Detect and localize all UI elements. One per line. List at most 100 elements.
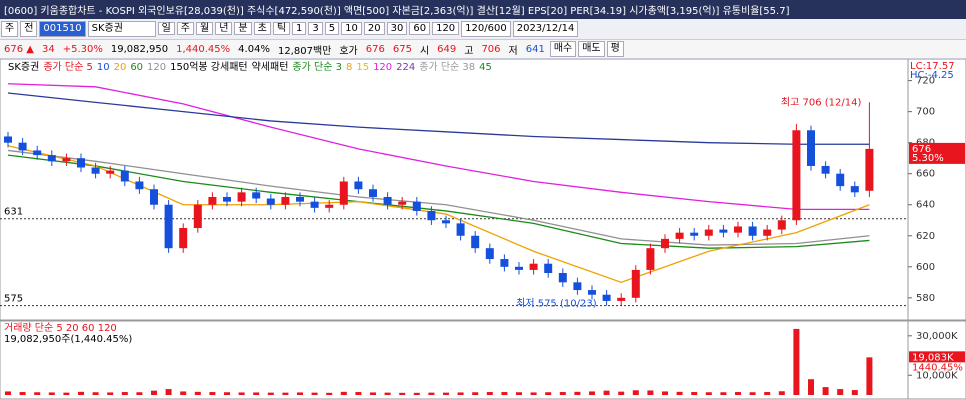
candle-body — [471, 235, 480, 249]
code[interactable]: 001510 — [39, 21, 86, 37]
volume-bar — [238, 392, 245, 395]
period-button[interactable]: 초 — [253, 22, 271, 35]
volume-bar — [340, 391, 347, 395]
candle-body — [588, 290, 596, 295]
period-button[interactable]: 월 — [196, 22, 214, 35]
period-button[interactable]: 주 — [176, 22, 194, 35]
volume-bar — [530, 392, 537, 395]
volume-bar — [501, 392, 508, 395]
candle-body — [602, 294, 611, 301]
info-item: 641 — [525, 43, 545, 55]
interval-button[interactable]: 30 — [386, 22, 408, 35]
period-button[interactable]: 일 — [157, 22, 175, 35]
interval-button[interactable]: 20 — [363, 22, 385, 35]
volume-bar — [486, 392, 493, 395]
volume-bar — [107, 392, 114, 395]
candle-body — [734, 226, 742, 233]
y-tick-label: 660 — [916, 169, 935, 180]
volume-bar — [764, 392, 771, 395]
candle-body — [748, 226, 757, 236]
legend-item: 224 — [396, 62, 415, 73]
candle-body — [836, 173, 845, 187]
info-item[interactable]: 매도 — [578, 41, 605, 57]
interval-button[interactable]: 60 — [409, 22, 431, 35]
period-button[interactable]: 년 — [215, 22, 233, 35]
candle-body — [777, 220, 786, 230]
hc-label: HC:-4.25 — [910, 70, 954, 81]
y-tick-label: 600 — [916, 262, 935, 273]
volume-bar — [735, 392, 741, 395]
candle-body — [252, 192, 261, 199]
interval-button[interactable]: 10 — [341, 22, 362, 35]
candle-body — [369, 189, 377, 197]
volume-summary: 19,082,950주(1,440.45%) — [4, 334, 132, 345]
volume-bar — [355, 392, 362, 395]
legend: SK증권 종가 단순 5 10 20 60 120 150억봉 강세패턴 약세패턴 종가 단순 … — [8, 61, 492, 73]
chart: 580600620640660680700720631575SK증권종가 단순 … — [0, 59, 966, 400]
volume-bar — [253, 392, 260, 395]
period-button[interactable]: 틱 — [272, 22, 291, 35]
title-bar: [0600] 키움종합차트 - KOSPI 외국인보유[28,039(천)] 주… — [0, 0, 966, 19]
period-button[interactable]: 분 — [234, 22, 252, 35]
volume-bar — [19, 392, 26, 395]
volume-bar — [793, 328, 800, 395]
volume-bar — [603, 390, 610, 395]
candle-body — [310, 201, 319, 208]
volume-bar — [749, 392, 756, 395]
y-tick-label: 640 — [916, 200, 935, 211]
volume-bar — [384, 392, 391, 395]
info-item: 649 — [437, 43, 457, 55]
candle-body — [193, 204, 202, 229]
prefix[interactable]: 전 — [20, 21, 38, 37]
count[interactable]: 120/600 — [461, 21, 511, 37]
candle-body — [47, 155, 56, 162]
info-item: 고 — [464, 45, 474, 57]
candle-body — [354, 181, 363, 190]
volume-bar — [589, 391, 595, 395]
info-item: 1,440.45% — [176, 43, 231, 55]
date[interactable]: 2023/12/14 — [512, 21, 579, 37]
interval-button[interactable]: 3 — [308, 22, 323, 35]
interval-button[interactable]: 5 — [324, 22, 340, 35]
candle-body — [339, 181, 348, 205]
legend-item: 10 — [97, 62, 110, 73]
volume-bar — [224, 392, 230, 395]
price-axis — [907, 59, 966, 321]
y-tick-label: 30,000K — [916, 331, 958, 342]
legend-item: 60 — [130, 62, 143, 73]
level-label: 575 — [4, 294, 23, 305]
candle-body — [398, 201, 407, 205]
volume-bar — [676, 391, 683, 395]
info-item[interactable]: 매수 — [549, 41, 577, 57]
interval-button[interactable]: 120 — [432, 22, 460, 35]
volume-bar — [5, 391, 11, 395]
candle-body — [412, 201, 421, 211]
info-item: 34 — [41, 43, 55, 55]
candle-body — [179, 228, 188, 249]
info-item[interactable]: 평 — [606, 41, 624, 57]
volume-bar — [78, 391, 84, 395]
candle-body — [296, 196, 304, 202]
candle-body — [529, 263, 538, 270]
last-change: 5.30% — [912, 153, 944, 164]
stock-name[interactable]: SK증권 — [87, 21, 156, 37]
volume-bar — [282, 392, 289, 395]
candle-body — [281, 196, 290, 205]
candle-body — [763, 229, 772, 236]
legend-item: SK증권 — [8, 61, 39, 73]
ma-line — [7, 83, 870, 211]
volume-bar — [647, 390, 654, 395]
legend-item: 20 — [114, 62, 127, 73]
legend-item: 150억봉 강세패턴 — [170, 61, 247, 73]
mode[interactable]: 주 — [1, 21, 19, 37]
y-tick-label: 10,000K — [916, 370, 958, 381]
volume-bar — [121, 392, 128, 395]
candle-body — [807, 130, 815, 166]
ma-line — [7, 92, 870, 145]
interval-button[interactable]: 1 — [292, 22, 307, 35]
volume-bar — [457, 392, 464, 395]
intervals: 1 3 5 10 20 30 60 120 — [291, 22, 460, 36]
volume-bar — [370, 392, 376, 395]
